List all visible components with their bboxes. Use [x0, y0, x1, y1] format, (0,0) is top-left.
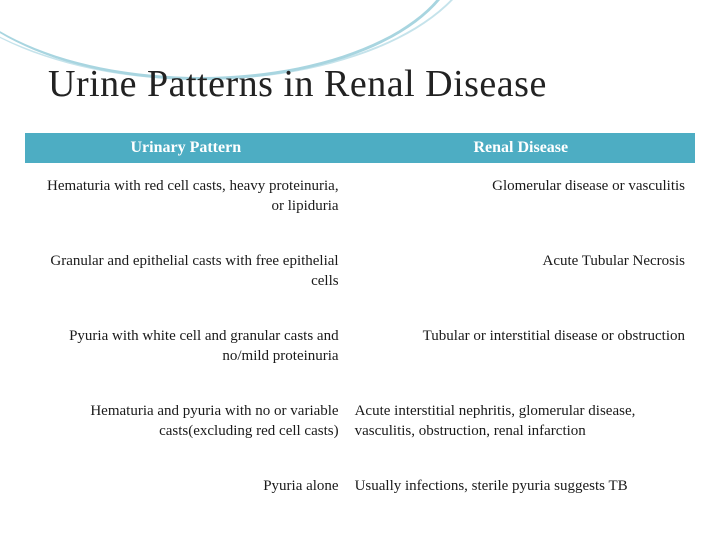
header-renal-disease: Renal Disease [347, 133, 695, 163]
cell-pattern: Hematuria and pyuria with no or variable… [25, 388, 347, 463]
table-row: Pyuria with white cell and granular cast… [25, 313, 695, 388]
table-row: Pyuria alone Usually infections, sterile… [25, 463, 695, 519]
patterns-table: Urinary Pattern Renal Disease Hematuria … [25, 133, 695, 519]
table-row: Hematuria and pyuria with no or variable… [25, 388, 695, 463]
table-row: Hematuria with red cell casts, heavy pro… [25, 163, 695, 238]
header-urinary-pattern: Urinary Pattern [25, 133, 347, 163]
cell-disease: Acute Tubular Necrosis [347, 238, 695, 313]
cell-pattern: Hematuria with red cell casts, heavy pro… [25, 163, 347, 238]
cell-disease: Glomerular disease or vasculitis [347, 163, 695, 238]
cell-disease: Acute interstitial nephritis, glomerular… [347, 388, 695, 463]
table-header-row: Urinary Pattern Renal Disease [25, 133, 695, 163]
cell-pattern: Pyuria alone [25, 463, 347, 519]
table-row: Granular and epithelial casts with free … [25, 238, 695, 313]
cell-disease: Usually infections, sterile pyuria sugge… [347, 463, 695, 519]
slide-title: Urine Patterns in Renal Disease [48, 62, 547, 106]
cell-disease: Tubular or interstitial disease or obstr… [347, 313, 695, 388]
cell-pattern: Granular and epithelial casts with free … [25, 238, 347, 313]
cell-pattern: Pyuria with white cell and granular cast… [25, 313, 347, 388]
